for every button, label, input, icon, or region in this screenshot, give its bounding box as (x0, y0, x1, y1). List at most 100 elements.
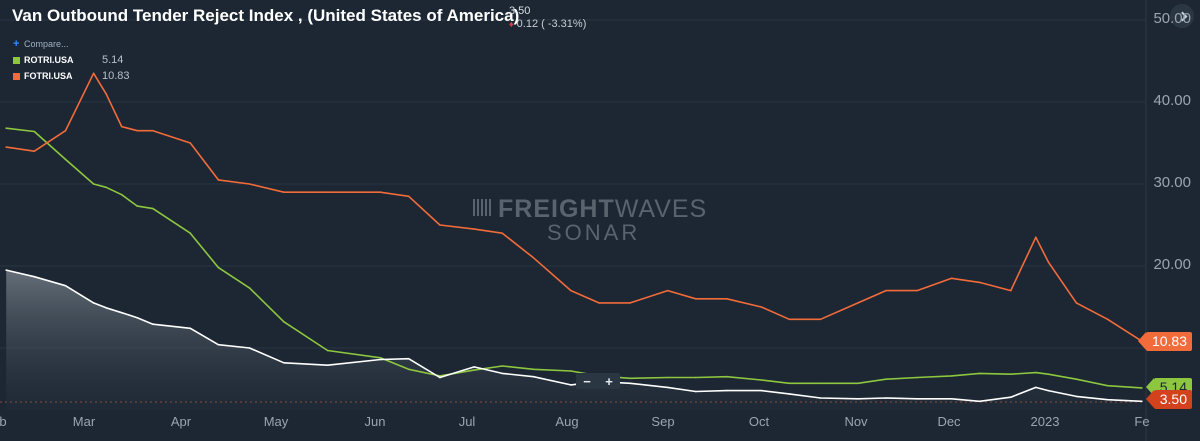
page-title: Van Outbound Tender Reject Index , (Unit… (12, 6, 520, 25)
data-point (105, 307, 107, 309)
data-point (532, 375, 535, 378)
data-point (950, 277, 953, 280)
data-point (5, 146, 7, 148)
data-point (120, 193, 123, 196)
data-point (570, 370, 572, 372)
data-point (760, 389, 763, 392)
x-tick-label: Sep (651, 414, 675, 429)
data-point (666, 386, 669, 389)
rotri-swatch (13, 56, 20, 64)
y-tick-label: 50.00 (1153, 10, 1191, 27)
data-point (33, 130, 36, 133)
legend: + Compare... ROTRI.USA 5.14 FOTRI.USA 10… (13, 38, 130, 82)
data-point (950, 398, 953, 400)
watermark-brand: FREIGHTWAVES (498, 195, 707, 224)
data-point (439, 224, 441, 226)
watermark-brand-light: WAVES (614, 195, 708, 223)
data-point (629, 382, 631, 385)
x-tick-label: Dec (937, 414, 961, 429)
data-point (248, 347, 251, 349)
data-point (64, 284, 67, 287)
data-point (1035, 371, 1037, 374)
legend-item-rotri[interactable]: ROTRI.USA 5.14 (13, 54, 130, 66)
data-point (916, 398, 918, 400)
main-last-value-tag: 3.50 (1145, 390, 1192, 409)
x-tick-label: Jun (364, 414, 386, 429)
compare-label: Compare... (23, 39, 69, 49)
watermark-product: SONAR (547, 220, 641, 245)
data-point (407, 357, 410, 360)
data-point (439, 375, 441, 377)
data-point (857, 398, 859, 400)
data-point (105, 186, 107, 189)
data-point (1106, 384, 1109, 387)
data-point (857, 382, 859, 385)
data-point (105, 93, 107, 95)
data-point (283, 321, 285, 323)
data-point (1010, 396, 1012, 399)
data-point (1035, 236, 1037, 239)
data-point (788, 382, 791, 385)
data-point (666, 289, 669, 292)
data-point (978, 372, 981, 375)
data-point (501, 365, 504, 367)
data-point (570, 384, 572, 386)
data-point (33, 150, 36, 152)
data-point (760, 306, 763, 308)
plus-icon: + (13, 38, 20, 50)
data-point (501, 232, 504, 234)
data-point (501, 372, 504, 375)
data-point (885, 289, 887, 292)
zoom-in-button[interactable]: + (605, 373, 613, 389)
x-tick-label: b (0, 414, 7, 429)
zoom-out-button[interactable]: − (583, 373, 591, 389)
data-point (5, 269, 7, 271)
down-arrow-icon: ♦ (509, 19, 514, 29)
data-point (819, 382, 822, 385)
x-tick-label: Nov (844, 414, 868, 429)
data-point (136, 205, 139, 207)
data-point (64, 129, 67, 132)
data-point (407, 368, 410, 371)
data-point (283, 362, 285, 364)
data-point (92, 183, 95, 185)
data-point (885, 397, 887, 399)
legend-symbol: FOTRI.USA (24, 71, 73, 81)
data-point (629, 302, 631, 304)
data-point (629, 377, 631, 380)
data-point (326, 191, 329, 193)
legend-item-fotri[interactable]: FOTRI.USA 10.83 (13, 70, 130, 82)
data-point (532, 368, 535, 371)
data-point (570, 289, 572, 292)
data-point (1047, 389, 1050, 392)
x-tick-label: Jul (458, 414, 476, 429)
data-point (819, 318, 822, 321)
data-point (217, 343, 220, 346)
scroll-right-icon[interactable] (1170, 4, 1194, 28)
fotri-last-value-tag: 10.83 (1137, 332, 1192, 351)
main-area (6, 270, 1142, 410)
data-point (217, 179, 220, 181)
data-point (694, 390, 697, 393)
data-point (694, 298, 697, 300)
data-point (1106, 318, 1109, 321)
data-point (473, 369, 476, 371)
legend-value: 5.14 (102, 54, 124, 66)
data-point (916, 376, 918, 379)
data-point (1141, 387, 1143, 389)
watermark-brand-bold: FREIGHT (498, 195, 615, 223)
y-tick-label: 20.00 (1153, 256, 1191, 273)
data-point (326, 349, 329, 352)
data-point (189, 327, 192, 330)
data-point (92, 302, 95, 304)
compare-button[interactable]: + Compare... (13, 38, 130, 50)
data-point (439, 376, 441, 379)
x-tick-label: 2023 (1030, 414, 1060, 429)
data-point (819, 397, 822, 399)
data-point (1075, 395, 1078, 398)
zoom-control: − + (576, 373, 620, 389)
x-tick-label: Oct (748, 414, 770, 429)
legend-value: 10.83 (102, 70, 130, 82)
freightwaves-logo-icon (473, 199, 493, 216)
